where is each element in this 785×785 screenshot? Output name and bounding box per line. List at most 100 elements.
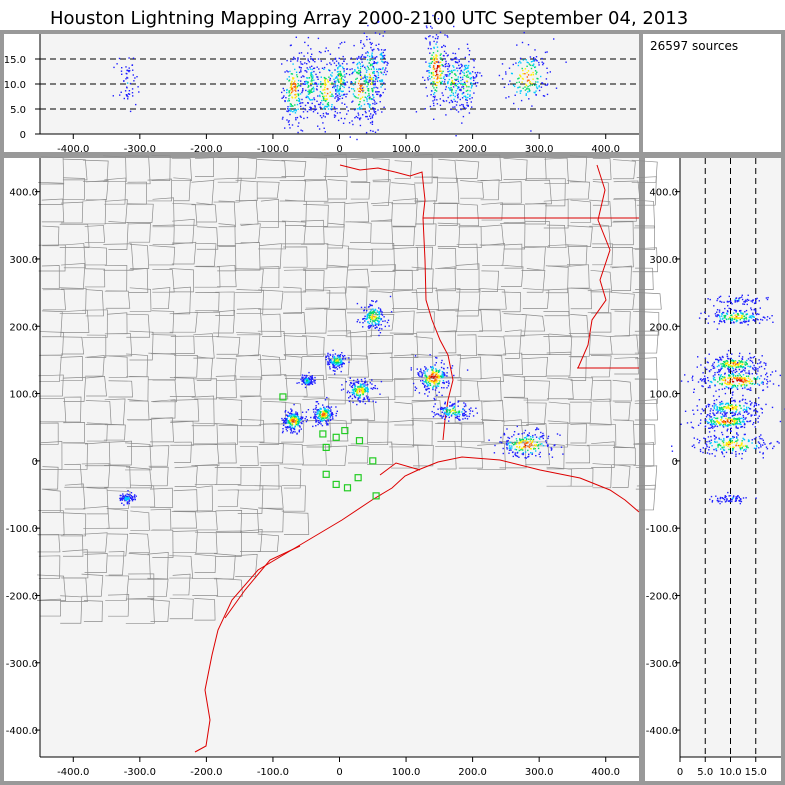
ns-source-point <box>714 441 716 443</box>
ns-source-point <box>750 307 752 309</box>
altitude-source-point <box>451 71 453 74</box>
plan-source-point <box>442 375 444 378</box>
ns-source-point <box>752 423 754 426</box>
plan-source-point <box>455 417 457 419</box>
ns-source-point <box>739 417 742 420</box>
county-outline <box>634 225 656 251</box>
ns-source-point <box>726 436 728 438</box>
altitude-source-point <box>367 52 369 54</box>
altitude-source-point <box>132 74 134 76</box>
ns-source-point <box>736 432 738 434</box>
altitude-source-point <box>541 61 543 63</box>
altitude-source-point <box>337 74 339 77</box>
ns-source-point <box>709 498 711 501</box>
plan-source-point <box>325 412 327 414</box>
plan-source-point <box>316 401 319 403</box>
ns-source-point <box>747 358 750 360</box>
altitude-source-point <box>364 92 367 94</box>
plan-source-point <box>453 413 456 415</box>
plan-source-point <box>122 495 124 497</box>
ns-source-point <box>721 446 723 449</box>
county-outline <box>84 553 108 573</box>
ns-source-point <box>720 419 722 421</box>
altitude-source-point <box>427 77 429 79</box>
altitude-source-point <box>380 94 382 97</box>
altitude-source-point <box>121 67 123 69</box>
plan-source-point <box>506 444 508 446</box>
plan-source-point <box>527 434 529 437</box>
plan-source-point <box>428 377 430 380</box>
altitude-source-point <box>454 95 456 98</box>
county-outline <box>301 444 327 466</box>
altitude-source-point <box>447 68 449 70</box>
county-outline <box>433 177 460 204</box>
ns-source-point <box>704 379 706 381</box>
ns-source-point <box>753 316 755 318</box>
plan-source-point <box>319 421 322 423</box>
county-outline <box>438 202 458 226</box>
altitude-source-point <box>457 78 459 80</box>
altitude-source-point <box>336 112 339 114</box>
altitude-source-point <box>343 82 345 84</box>
ns-source-point <box>735 363 737 365</box>
altitude-source-point <box>292 58 294 61</box>
altitude-source-point <box>377 91 379 93</box>
ns-source-point <box>717 381 719 383</box>
ns-source-point <box>738 412 740 414</box>
altitude-source-point <box>342 79 345 81</box>
plan-source-point <box>360 383 362 386</box>
plan-source-point <box>333 358 336 360</box>
plan-source-point <box>293 414 295 416</box>
altitude-source-point <box>527 91 529 93</box>
plan-source-point <box>449 411 451 414</box>
altitude-source-point <box>455 56 457 59</box>
altitude-source-point <box>371 121 374 123</box>
ns-source-point <box>721 451 723 454</box>
mississippi-river <box>577 164 611 369</box>
ns-source-point <box>715 417 717 420</box>
altitude-source-point <box>319 106 321 108</box>
altitude-source-point <box>464 95 467 97</box>
altitude-source-point <box>364 96 366 98</box>
ns-source-point <box>671 450 674 452</box>
ns-source-point <box>725 417 727 420</box>
ns-source-point <box>741 296 743 298</box>
plan-source-point <box>431 373 433 376</box>
plan-source-point <box>284 411 286 413</box>
altitude-source-point <box>308 92 311 94</box>
ns-source-point <box>704 311 706 313</box>
altitude-source-point <box>367 103 369 105</box>
altitude-source-point <box>471 71 474 73</box>
altitude-source-point <box>329 91 331 93</box>
plan-source-point <box>522 453 524 456</box>
altitude-source-point <box>360 105 363 107</box>
altitude-source-point <box>445 86 447 88</box>
plan-source-point <box>310 416 312 419</box>
plan-source-point <box>437 383 439 385</box>
plan-source-point <box>364 398 366 401</box>
plan-source-point <box>373 311 375 313</box>
ns-source-point <box>747 388 750 390</box>
county-outline <box>258 289 284 310</box>
altitude-source-point <box>300 105 302 108</box>
altitude-source-point <box>281 97 283 99</box>
plan-source-point <box>369 316 372 318</box>
altitude-source-point <box>343 68 345 70</box>
altitude-source-point <box>433 59 436 62</box>
altitude-source-point <box>439 98 441 100</box>
plan-source-point <box>378 315 380 317</box>
plan-source-point <box>333 357 335 359</box>
altitude-source-point <box>434 37 437 40</box>
ns-source-point <box>684 374 686 376</box>
ns-source-point <box>717 361 720 363</box>
ns-source-point <box>693 391 695 393</box>
altitude-source-point <box>374 80 376 82</box>
altitude-source-point <box>337 68 339 70</box>
ns-source-point <box>735 419 737 422</box>
plan-source-point <box>433 382 435 384</box>
ns-source-point <box>702 372 704 374</box>
ns-source-point <box>753 409 756 411</box>
altitude-source-point <box>372 77 375 79</box>
altitude-source-point <box>286 70 288 72</box>
altitude-source-point <box>324 105 326 108</box>
